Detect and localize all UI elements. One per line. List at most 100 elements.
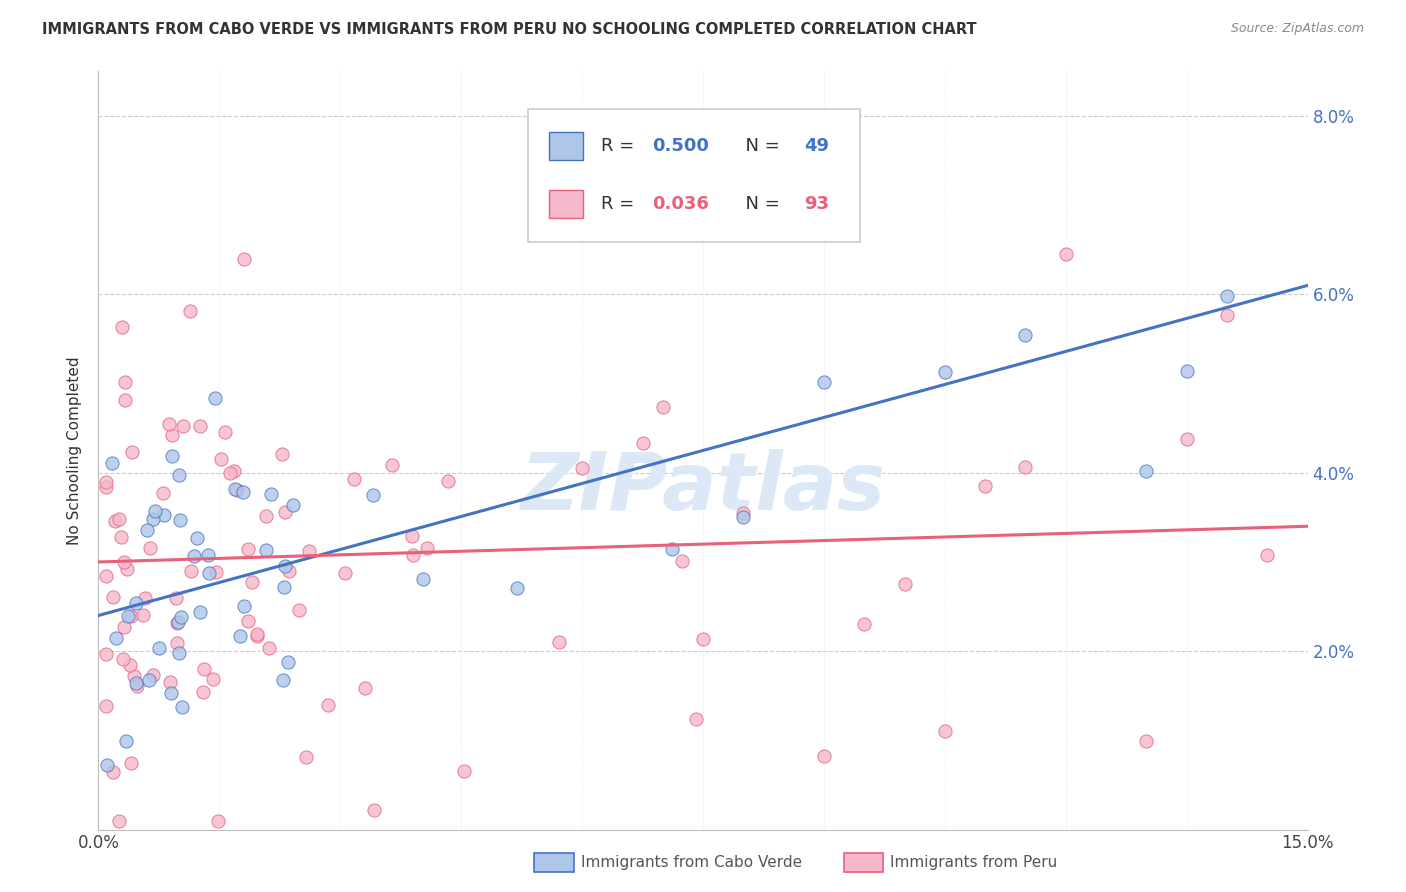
Point bbox=[115, 733, 138, 747]
Point bbox=[124, 669, 146, 683]
Point bbox=[197, 548, 219, 562]
Point bbox=[114, 393, 136, 408]
Point bbox=[186, 531, 208, 545]
Point bbox=[166, 635, 188, 649]
Point bbox=[165, 591, 187, 606]
Point bbox=[402, 549, 425, 563]
Point bbox=[1014, 460, 1036, 475]
Point bbox=[363, 803, 385, 817]
Point bbox=[853, 616, 876, 631]
Point bbox=[229, 629, 252, 643]
Point bbox=[117, 609, 139, 624]
Point bbox=[254, 542, 277, 557]
Point bbox=[1135, 734, 1157, 748]
Point bbox=[193, 685, 215, 699]
Point bbox=[111, 319, 134, 334]
Text: Immigrants from Cabo Verde: Immigrants from Cabo Verde bbox=[581, 855, 801, 870]
Text: Immigrants from Peru: Immigrants from Peru bbox=[890, 855, 1057, 870]
Point bbox=[214, 425, 236, 439]
Point bbox=[101, 456, 124, 470]
Point bbox=[343, 472, 366, 486]
Point bbox=[205, 566, 228, 580]
Point bbox=[692, 632, 714, 646]
Point bbox=[277, 655, 299, 669]
Point bbox=[172, 700, 194, 714]
Point bbox=[225, 483, 247, 497]
Point bbox=[142, 511, 165, 525]
Point bbox=[1175, 364, 1198, 378]
Point bbox=[179, 303, 201, 318]
Point bbox=[254, 509, 277, 524]
Point bbox=[401, 529, 423, 543]
Point bbox=[1135, 464, 1157, 478]
Point bbox=[416, 541, 439, 555]
Point bbox=[170, 610, 193, 624]
Point bbox=[138, 673, 160, 687]
Text: R =: R = bbox=[602, 136, 640, 155]
Point bbox=[188, 605, 211, 619]
Point bbox=[547, 634, 569, 648]
Point bbox=[1216, 308, 1239, 322]
Point bbox=[236, 614, 259, 628]
Point bbox=[232, 252, 254, 267]
Point bbox=[125, 596, 148, 610]
Point bbox=[211, 452, 233, 467]
Point bbox=[96, 475, 118, 490]
Point bbox=[193, 662, 215, 676]
Point bbox=[1175, 432, 1198, 446]
Text: ZIPatlas: ZIPatlas bbox=[520, 450, 886, 527]
Point bbox=[112, 619, 135, 633]
Point bbox=[260, 487, 283, 501]
Point bbox=[134, 591, 156, 606]
Point bbox=[143, 504, 166, 518]
Point bbox=[236, 541, 259, 556]
Point bbox=[104, 514, 127, 528]
Point bbox=[96, 757, 118, 772]
Point bbox=[298, 544, 321, 558]
FancyBboxPatch shape bbox=[527, 110, 860, 242]
Point bbox=[271, 447, 294, 461]
Point bbox=[127, 679, 149, 693]
Text: N =: N = bbox=[734, 136, 786, 155]
Point bbox=[271, 673, 294, 687]
Point bbox=[246, 627, 269, 641]
Point bbox=[136, 523, 159, 537]
Point bbox=[294, 750, 316, 764]
Point bbox=[110, 531, 132, 545]
Text: 0.036: 0.036 bbox=[652, 195, 709, 213]
Text: IMMIGRANTS FROM CABO VERDE VS IMMIGRANTS FROM PERU NO SCHOOLING COMPLETED CORREL: IMMIGRANTS FROM CABO VERDE VS IMMIGRANTS… bbox=[42, 22, 977, 37]
Point bbox=[204, 392, 226, 406]
Point bbox=[233, 599, 256, 614]
Point bbox=[232, 485, 254, 500]
Point bbox=[207, 814, 229, 828]
Point bbox=[101, 591, 124, 605]
Point bbox=[96, 480, 118, 494]
Point bbox=[274, 505, 297, 519]
Point bbox=[1216, 289, 1239, 303]
Point bbox=[180, 564, 202, 578]
Point bbox=[157, 417, 180, 431]
Point bbox=[813, 375, 835, 389]
Point bbox=[125, 675, 148, 690]
Point bbox=[412, 572, 434, 586]
Point bbox=[96, 648, 118, 662]
Point bbox=[506, 581, 529, 595]
Point bbox=[224, 464, 246, 478]
Point bbox=[335, 566, 357, 581]
Point bbox=[354, 681, 377, 695]
Point bbox=[107, 512, 129, 526]
Point bbox=[277, 564, 299, 578]
FancyBboxPatch shape bbox=[550, 132, 583, 160]
Point bbox=[733, 510, 755, 524]
Point bbox=[1014, 328, 1036, 343]
Point bbox=[120, 608, 142, 623]
Point bbox=[121, 445, 143, 459]
Point bbox=[274, 559, 297, 574]
Text: N =: N = bbox=[734, 195, 786, 213]
Point bbox=[115, 562, 138, 576]
Point bbox=[152, 485, 174, 500]
Point bbox=[361, 488, 384, 502]
Point bbox=[316, 698, 339, 713]
Text: 0.500: 0.500 bbox=[652, 136, 709, 155]
Point bbox=[169, 512, 191, 526]
